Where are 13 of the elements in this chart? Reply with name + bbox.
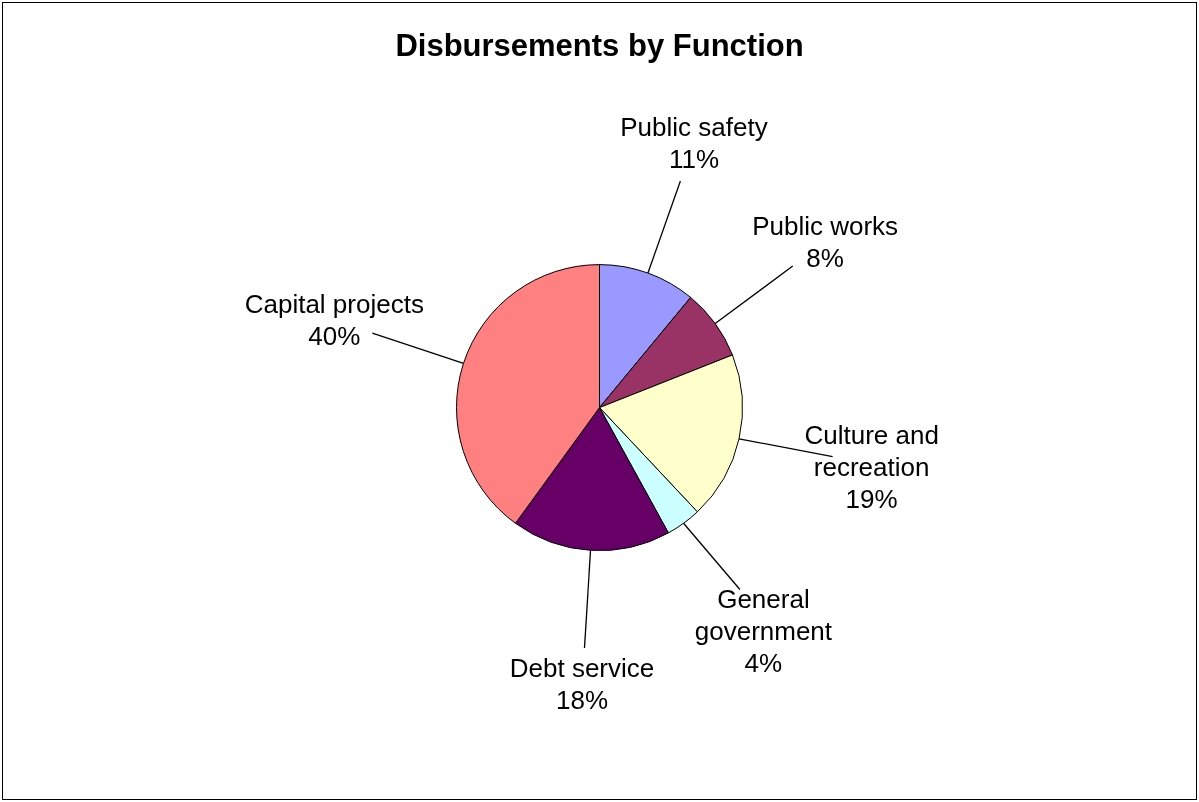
slice-label: Debt service xyxy=(509,653,655,684)
data-label: 19% xyxy=(845,483,898,514)
data-label: 11% xyxy=(668,144,720,175)
slice-label: Public works xyxy=(752,210,899,241)
data-label: 18% xyxy=(555,685,609,716)
data-label: 4% xyxy=(744,648,783,679)
data-label: 8% xyxy=(806,242,844,273)
data-label: 40% xyxy=(308,320,361,351)
slice-label: Culture and recreation xyxy=(804,419,939,482)
slice-label: Capital projects xyxy=(244,288,424,319)
slice-label: Public safety xyxy=(620,112,768,143)
slice-label: General government xyxy=(694,584,833,647)
chart-title: Disbursements by Function xyxy=(395,28,804,64)
